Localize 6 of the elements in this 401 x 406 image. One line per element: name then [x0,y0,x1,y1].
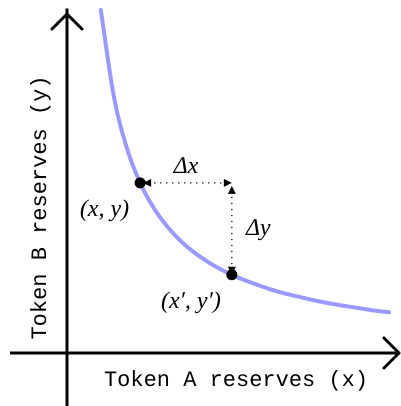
annotation: (x, y) [80,196,130,222]
annotation: Δy [244,215,271,242]
annotation: (x′, y′) [161,288,221,314]
y-axis-title: Token B reserves (y) [28,75,53,340]
annotation: Δx [172,153,199,180]
x-axis-title: Token A reserves (x) [104,368,368,393]
